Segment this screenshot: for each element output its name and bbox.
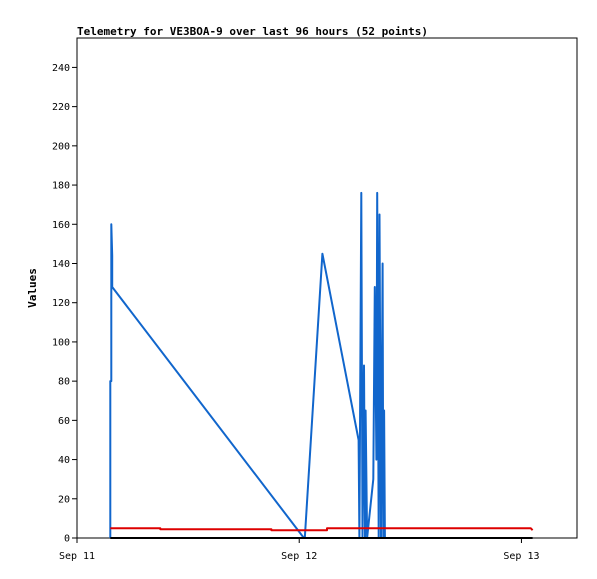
x-axis: Sep 11 Sep 12 Sep 13 (59, 538, 540, 562)
chart-title: Telemetry for VE3BOA-9 over last 96 hour… (77, 25, 428, 38)
y-tick-label: 120 (52, 298, 70, 309)
y-tick-label: 140 (52, 259, 70, 270)
x-tick-label: Sep 13 (503, 551, 539, 562)
series-line-1 (109, 191, 386, 539)
y-tick-label: 220 (52, 102, 70, 113)
y-tick-label: 40 (58, 455, 70, 466)
series-group (109, 191, 534, 539)
x-tick-label: Sep 11 (59, 551, 95, 562)
y-tick-label: 180 (52, 181, 70, 192)
y-tick-label: 200 (52, 141, 70, 152)
y-tick-label: 20 (58, 494, 70, 505)
y-tick-label: 80 (58, 377, 70, 388)
plot-area (76, 37, 578, 539)
series-line-2 (110, 527, 534, 532)
y-axis-label: Values (26, 268, 39, 308)
y-axis: 0 20 40 60 80 100 120 140 160 180 200 220 240 (52, 63, 77, 545)
y-tick-label: 100 (52, 337, 70, 348)
y-tick-label: 160 (52, 220, 70, 231)
x-tick-label: Sep 12 (281, 551, 317, 562)
y-tick-label: 240 (52, 63, 70, 74)
y-tick-label: 0 (64, 534, 70, 545)
y-tick-label: 60 (58, 416, 70, 427)
